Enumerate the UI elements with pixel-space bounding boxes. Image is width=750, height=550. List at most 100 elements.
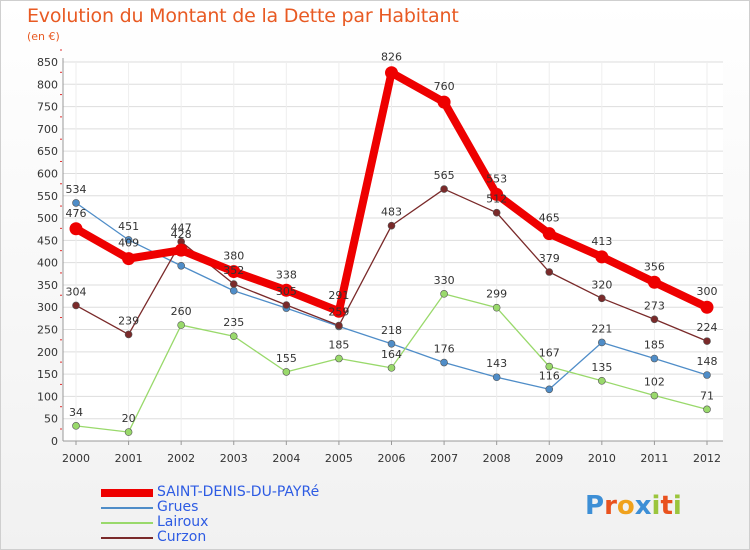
data-label: 260 bbox=[171, 305, 192, 318]
data-point bbox=[332, 304, 346, 318]
logo-letter: r bbox=[604, 491, 617, 521]
data-label: 167 bbox=[539, 347, 560, 360]
data-point bbox=[598, 294, 606, 303]
data-point bbox=[72, 199, 80, 207]
y-tick-label: 250 bbox=[37, 324, 58, 337]
data-label: 826 bbox=[381, 51, 402, 64]
data-point bbox=[124, 236, 133, 244]
x-tick-label: 2004 bbox=[272, 452, 300, 465]
data-label: 300 bbox=[697, 285, 718, 298]
chart-legend: SAINT-DENIS-DU-PAYRé Grues Lairoux Curzon bbox=[101, 485, 319, 545]
logo-letter: t bbox=[660, 491, 673, 521]
y-tick-label: 600 bbox=[37, 167, 58, 180]
data-point bbox=[229, 332, 238, 341]
y-tick-label: 100 bbox=[37, 390, 58, 403]
data-label: 239 bbox=[118, 314, 139, 327]
data-point bbox=[545, 385, 554, 394]
data-label: 102 bbox=[644, 376, 665, 389]
data-point bbox=[492, 303, 501, 312]
data-point bbox=[598, 377, 606, 385]
data-point bbox=[703, 337, 711, 345]
data-label: 565 bbox=[434, 169, 455, 182]
data-label: 20 bbox=[122, 412, 136, 425]
x-tick-label: 2007 bbox=[430, 452, 458, 465]
data-label: 760 bbox=[434, 80, 455, 93]
x-tick-label: 2002 bbox=[167, 452, 195, 465]
data-point bbox=[595, 250, 609, 264]
data-point bbox=[72, 422, 80, 430]
logo-letter: P bbox=[585, 491, 605, 521]
y-tick-label: 300 bbox=[37, 301, 58, 314]
y-tick-label: 700 bbox=[37, 123, 58, 136]
y-tick-label: 500 bbox=[37, 212, 58, 225]
y-tick-label: 850 bbox=[37, 56, 58, 69]
data-point bbox=[650, 354, 659, 363]
y-tick-label: 400 bbox=[37, 257, 58, 270]
x-tick-label: 2009 bbox=[535, 452, 563, 465]
x-tick-label: 2005 bbox=[325, 452, 353, 465]
data-point bbox=[69, 222, 83, 236]
data-label: 304 bbox=[66, 285, 87, 298]
data-point bbox=[542, 227, 556, 241]
data-point bbox=[492, 373, 501, 382]
data-label: 330 bbox=[434, 274, 455, 287]
data-label: 299 bbox=[486, 288, 507, 301]
data-point bbox=[650, 315, 659, 324]
data-point bbox=[229, 286, 238, 295]
legend-item: SAINT-DENIS-DU-PAYRé bbox=[101, 485, 319, 500]
data-label: 379 bbox=[539, 252, 560, 265]
data-point bbox=[440, 290, 448, 298]
data-label: 218 bbox=[381, 324, 402, 337]
y-tick-label: 350 bbox=[37, 279, 58, 292]
data-point bbox=[385, 66, 398, 80]
data-point bbox=[703, 371, 711, 379]
data-label: 148 bbox=[697, 355, 718, 368]
data-label: 291 bbox=[328, 289, 349, 302]
data-label: 338 bbox=[276, 268, 297, 281]
y-tick-label: 750 bbox=[37, 101, 58, 114]
data-label: 235 bbox=[223, 316, 244, 329]
y-tick-label: 450 bbox=[37, 234, 58, 247]
data-label: 320 bbox=[591, 278, 612, 291]
data-label: 116 bbox=[539, 369, 560, 382]
data-point bbox=[545, 362, 554, 371]
x-tick-label: 2012 bbox=[693, 452, 721, 465]
proxiti-logo: Proxiti bbox=[585, 491, 682, 521]
data-label: 409 bbox=[118, 237, 139, 250]
logo-letter: i bbox=[651, 491, 661, 521]
data-label: 34 bbox=[69, 406, 83, 419]
legend-item: Lairoux bbox=[101, 515, 319, 530]
data-label: 465 bbox=[539, 212, 560, 225]
x-tick-label: 2000 bbox=[62, 452, 90, 465]
logo-letter: x bbox=[634, 491, 652, 521]
data-label: 356 bbox=[644, 260, 665, 273]
legend-swatch bbox=[101, 521, 153, 524]
y-tick-label: 550 bbox=[37, 190, 58, 203]
data-point bbox=[229, 280, 238, 288]
data-point bbox=[122, 252, 136, 266]
data-point bbox=[490, 187, 504, 201]
data-point bbox=[545, 268, 554, 276]
legend-label: SAINT-DENIS-DU-PAYRé bbox=[157, 484, 320, 500]
data-point bbox=[174, 243, 188, 257]
chart-unit-label: (en €) bbox=[27, 30, 60, 43]
data-label: 413 bbox=[591, 235, 612, 248]
legend-swatch bbox=[101, 506, 153, 509]
data-point bbox=[387, 364, 396, 372]
x-tick-label: 2006 bbox=[378, 452, 406, 465]
data-point bbox=[335, 354, 343, 363]
data-point bbox=[72, 301, 80, 310]
y-tick-label: 200 bbox=[37, 346, 58, 359]
logo-letter: o bbox=[616, 491, 635, 521]
y-tick-label: 150 bbox=[37, 368, 58, 381]
data-point bbox=[279, 283, 293, 297]
data-label: 224 bbox=[697, 321, 718, 334]
x-tick-label: 2003 bbox=[220, 452, 248, 465]
data-point bbox=[440, 185, 448, 193]
legend-item: Curzon bbox=[101, 530, 319, 545]
data-label: 447 bbox=[171, 222, 192, 235]
x-tick-label: 2011 bbox=[640, 452, 668, 465]
data-point bbox=[647, 275, 661, 289]
